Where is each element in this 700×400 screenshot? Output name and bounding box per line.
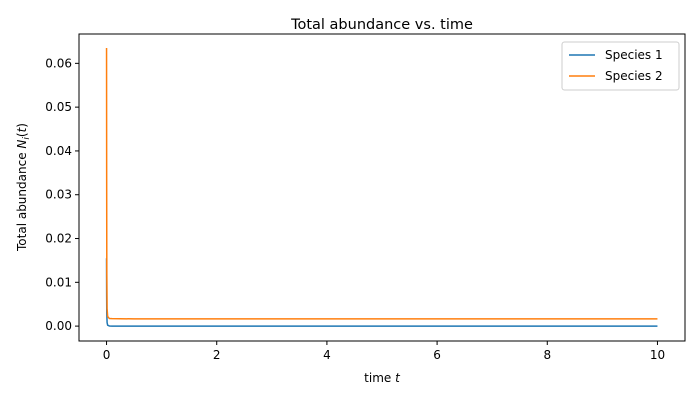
y-tick-label: 0.02 [45, 232, 72, 246]
x-tick-label: 2 [213, 348, 221, 362]
legend-label-2: Species 2 [605, 69, 663, 83]
y-tick-label: 0.05 [45, 100, 72, 114]
y-axis-label-text: Total abundance [15, 149, 29, 252]
x-tick-label: 6 [433, 348, 441, 362]
x-tick-label: 4 [323, 348, 331, 362]
x-tick-label: 10 [650, 348, 665, 362]
y-tick-label: 0.01 [45, 275, 72, 289]
series-line-2 [105, 48, 658, 320]
y-axis-label-var: N [15, 140, 29, 149]
x-axis-label: time t [364, 371, 401, 385]
x-tick-label: 0 [103, 348, 111, 362]
legend: Species 1 Species 2 [561, 41, 680, 91]
y-tick-label: 0.03 [45, 188, 72, 202]
y-tick-label: 0.06 [45, 56, 72, 70]
x-axis: 0 2 4 6 8 10 [103, 341, 665, 362]
y-tick-label: 0.04 [45, 144, 72, 158]
y-axis-label-sub: i [22, 137, 32, 140]
y-axis-label-paren: ( [15, 132, 29, 137]
plot-frame [78, 33, 686, 342]
y-axis-label-paren-close: ) [15, 123, 29, 128]
series-line-1 [105, 258, 658, 327]
y-axis-label-arg: t [15, 126, 29, 132]
y-tick-label: 0.00 [45, 319, 72, 333]
legend-label-1: Species 1 [605, 48, 663, 62]
y-axis: 0.00 0.01 0.02 0.03 0.04 0.05 0.06 [45, 56, 79, 333]
y-axis-label: Total abundance Ni(t) [15, 123, 32, 252]
series-layer [105, 48, 658, 327]
chart-title: Total abundance vs. time [290, 17, 473, 33]
x-axis-label-var: t [395, 371, 401, 385]
x-axis-label-text: time [364, 371, 395, 385]
legend-box [561, 41, 680, 91]
x-tick-label: 8 [543, 348, 551, 362]
